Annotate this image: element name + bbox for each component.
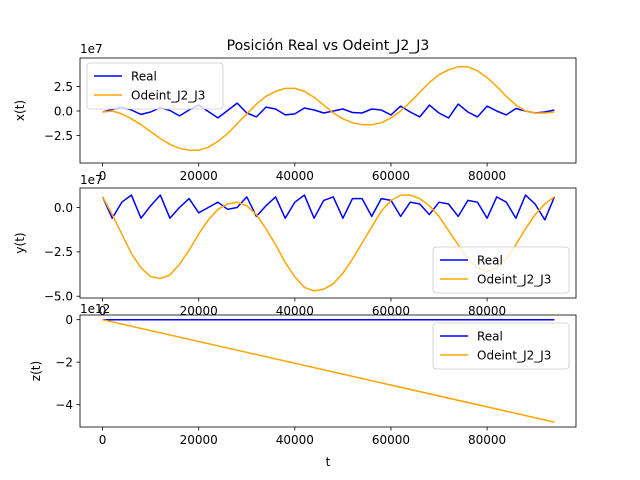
y-tick-label: 2.5 (54, 80, 73, 94)
legend: Real Odeint_J2_J3 (432, 246, 570, 294)
legend-label: Odeint_J2_J3 (131, 89, 205, 103)
legend-box (432, 322, 570, 370)
legend-label: Odeint_J2_J3 (477, 349, 551, 363)
legend-label: Real (477, 254, 503, 268)
y-offset-text: 1e7 (80, 173, 103, 187)
x-tick-label: 0 (99, 169, 107, 183)
subplot-y: 0 20000 40000 60000 80000 −5.0 −2.5 0.0 1e7 y(t) R… (13, 173, 577, 318)
subplot-x: 0 20000 40000 60000 80000 −2.5 0.0 2.5 1e7 x(t) Re… (13, 42, 577, 183)
series-line-real (101, 194, 556, 221)
y-tick-label: −2.5 (44, 129, 73, 143)
legend-label: Real (477, 330, 503, 344)
y-offset-text: 1e12 (80, 302, 110, 316)
series-line-odeint (102, 318, 555, 423)
axes-frame (79, 57, 577, 164)
y-tick-label: −2.5 (44, 245, 73, 259)
y-tick-label: −5.0 (44, 290, 73, 304)
x-tick-label: 20000 (180, 433, 218, 447)
y-axis-label: y(t) (13, 232, 27, 253)
axes-frame (79, 314, 577, 428)
x-tick-label: 80000 (468, 304, 506, 318)
x-tick-label: 60000 (372, 433, 410, 447)
y-tick-label: −4 (55, 398, 73, 412)
axes-frame (79, 187, 577, 299)
x-axis-label: t (326, 455, 331, 469)
series-line-odeint (102, 66, 555, 151)
legend: Real Odeint_J2_J3 (432, 322, 570, 370)
legend-label: Odeint_J2_J3 (477, 273, 551, 287)
subplot-z: 0 20000 40000 60000 80000−4−201e12z(t)tRealO… (29, 302, 577, 469)
y-tick-label: 0.0 (54, 201, 73, 215)
y-tick-label: 0.0 (54, 104, 73, 118)
x-tick-label: 80000 (468, 433, 506, 447)
x-tick-label: 0 (99, 433, 107, 447)
x-tick-label: 0 (99, 304, 107, 318)
y-axis-label: x(t) (13, 100, 27, 121)
y-axis-label: z(t) (29, 361, 43, 381)
legend-label: Real (131, 70, 157, 84)
x-tick-label: 60000 (372, 169, 410, 183)
legend: Real Odeint_J2_J3 (86, 62, 224, 110)
x-tick-label: 80000 (468, 169, 506, 183)
x-tick-label: 40000 (276, 433, 314, 447)
legend-box (86, 62, 224, 110)
series-line-real (102, 102, 555, 119)
x-tick-label: 60000 (372, 304, 410, 318)
x-tick-label: 20000 (180, 169, 218, 183)
y-tick-label: 0 (65, 313, 73, 327)
legend-box (432, 246, 570, 294)
y-tick-label: −2 (55, 355, 73, 369)
x-tick-label: 40000 (276, 304, 314, 318)
x-tick-label: 40000 (276, 169, 314, 183)
y-offset-text: 1e7 (80, 42, 103, 56)
chart-title: Posición Real vs Odeint_J2_J3 (227, 38, 430, 54)
x-tick-label: 20000 (180, 304, 218, 318)
